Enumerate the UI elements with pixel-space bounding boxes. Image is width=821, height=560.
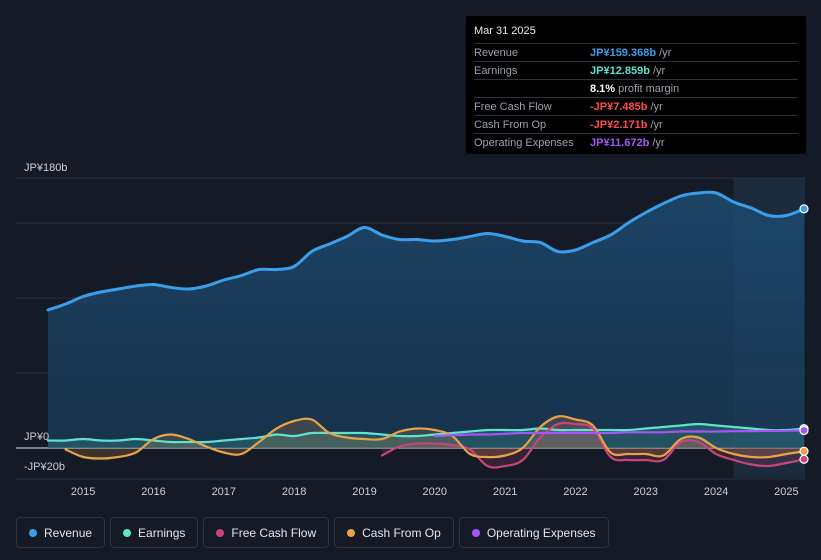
end-markers bbox=[799, 204, 809, 464]
tooltip-row: Operating Expenses JP¥11.672b/yr bbox=[474, 133, 798, 151]
tooltip-row-value: -JP¥7.485b bbox=[590, 100, 648, 113]
tooltip-row: Revenue JP¥159.368b/yr bbox=[474, 43, 798, 61]
legend-dot-icon bbox=[471, 528, 480, 537]
tooltip-row-unit: /yr bbox=[652, 64, 666, 77]
tooltip-row: Cash From Op -JP¥2.171b/yr bbox=[474, 115, 798, 133]
tooltip-row-label: Operating Expenses bbox=[474, 136, 574, 149]
legend-dot-icon bbox=[29, 528, 37, 537]
x-tick-label: 2024 bbox=[704, 486, 728, 498]
series-end-point-free-cash-flow bbox=[799, 454, 809, 464]
tooltip-row: Free Cash Flow -JP¥7.485b/yr bbox=[474, 97, 798, 115]
series-line-operating-expenses bbox=[433, 429, 806, 438]
x-tick-label: 2020 bbox=[423, 486, 447, 498]
y-axis-label-zero: JP¥0 bbox=[24, 431, 49, 443]
legend: Revenue Earnings Free Cash Flow Cash From O… bbox=[16, 517, 609, 548]
tooltip-row-value: JP¥12.859b bbox=[590, 64, 650, 77]
legend-item-free-cash-flow[interactable]: Free Cash Flow bbox=[203, 517, 330, 548]
y-axis-label-top: JP¥180b bbox=[24, 162, 67, 174]
series-area-revenue bbox=[48, 192, 804, 448]
series-line-earnings bbox=[46, 422, 806, 444]
x-axis-ticks: 2015 2016 2017 2018 2019 2020 2021 2022 2023 2024… bbox=[71, 486, 799, 498]
x-tick-label: 2019 bbox=[352, 486, 376, 498]
x-tick-label: 2016 bbox=[141, 486, 165, 498]
series-lines bbox=[46, 190, 806, 469]
tooltip-row-label: Revenue bbox=[474, 46, 519, 59]
series-line-revenue bbox=[46, 190, 806, 312]
series-areas bbox=[48, 192, 805, 468]
tooltip-row-unit: /yr bbox=[650, 118, 663, 131]
data-tooltip: Mar 31 2025 Revenue JP¥159.368b/yr Earning… bbox=[466, 16, 806, 154]
series-line-free-cash-flow bbox=[380, 421, 806, 469]
x-tick-label: 2021 bbox=[493, 486, 517, 498]
tooltip-row-label: Free Cash Flow bbox=[474, 100, 552, 113]
tooltip-row-value: JP¥11.672b bbox=[590, 136, 650, 149]
series-line-cash-from-op bbox=[64, 415, 806, 460]
legend-dot-icon bbox=[216, 528, 225, 537]
legend-label: Cash From Op bbox=[362, 525, 441, 540]
series-end-point-operating-expenses bbox=[799, 425, 809, 436]
legend-dot-icon bbox=[347, 528, 356, 537]
chart-area: JP¥180b JP¥0 -JP¥20b 2015 2016 2017 2018 201… bbox=[16, 162, 809, 498]
series-end-point-cash-from-op bbox=[799, 446, 809, 456]
legend-item-cash-from-op[interactable]: Cash From Op bbox=[334, 517, 454, 548]
tooltip-row-value: -JP¥2.171b bbox=[590, 118, 648, 131]
tooltip-row-unit: profit margin bbox=[618, 82, 680, 95]
tooltip-row-label: Earnings bbox=[474, 64, 518, 77]
tooltip-rows: Revenue JP¥159.368b/yr Earnings JP¥12.859b /… bbox=[474, 43, 798, 151]
x-tick-label: 2018 bbox=[282, 486, 306, 498]
tooltip-row: Earnings JP¥12.859b/yr bbox=[474, 61, 798, 79]
x-tick-label: 2023 bbox=[634, 486, 658, 498]
series-end-point-revenue bbox=[799, 204, 809, 214]
legend-item-earnings[interactable]: Earnings bbox=[110, 517, 199, 548]
tooltip-row-unit: /yr bbox=[650, 100, 663, 113]
tooltip-row-unit: /yr bbox=[652, 136, 665, 149]
tooltip-row: 8.1% profit margin bbox=[474, 79, 798, 97]
tooltip-row-unit: /yr bbox=[659, 46, 672, 59]
y-axis-label-bottom: -JP¥20b bbox=[24, 461, 65, 473]
legend-dot-icon bbox=[123, 528, 132, 537]
legend-label: Revenue bbox=[44, 525, 93, 540]
x-tick-label: 2015 bbox=[71, 486, 95, 498]
x-tick-label: 2017 bbox=[212, 486, 236, 498]
legend-item-revenue[interactable]: Revenue bbox=[16, 517, 106, 548]
tooltip-row-value: JP¥159.368b bbox=[590, 46, 657, 59]
legend-label: Operating Expenses bbox=[486, 525, 596, 540]
tooltip-row-label: Cash From Op bbox=[474, 118, 547, 131]
tooltip-row-value: 8.1% bbox=[590, 82, 616, 95]
tooltip-date: Mar 31 2025 bbox=[474, 25, 536, 37]
series-area-cash-from-op bbox=[65, 416, 805, 459]
x-tick-label: 2022 bbox=[563, 486, 587, 498]
legend-label: Earnings bbox=[138, 525, 186, 540]
x-tick-label: 2025 bbox=[774, 486, 798, 498]
legend-label: Free Cash Flow bbox=[231, 525, 317, 540]
legend-item-operating-expenses[interactable]: Operating Expenses bbox=[458, 517, 609, 548]
